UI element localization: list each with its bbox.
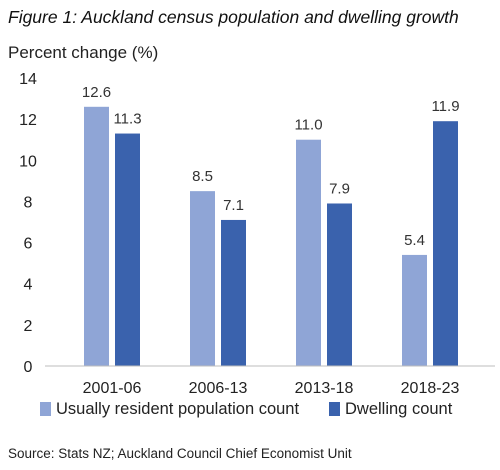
y-tick-label-3: 6: [24, 236, 33, 253]
data-label-2006-13-series-0: 8.5: [192, 168, 213, 185]
data-label-2001-06-series-0: 12.6: [82, 84, 111, 101]
bar-2018-23-series-0: [402, 254, 427, 366]
y-tick-label-0: 0: [24, 359, 33, 376]
x-tick-label-1: 2006-13: [189, 380, 248, 397]
y-tick-label-5: 10: [19, 153, 37, 170]
y-tick-label-7: 14: [19, 71, 37, 88]
bar-2013-18-series-0: [296, 139, 321, 366]
bar-2001-06-series-0: [84, 106, 109, 367]
x-tick-label-3: 2018-23: [401, 380, 460, 397]
bar-2006-13-series-1: [221, 219, 246, 366]
y-axis-label: Percent change (%): [8, 43, 159, 62]
legend-label-0: Usually resident population count: [56, 400, 299, 418]
y-tick-label-6: 12: [19, 112, 37, 129]
y-tick-label-4: 8: [24, 194, 33, 211]
bar-2001-06-series-1: [115, 133, 140, 366]
y-tick-label-1: 2: [24, 318, 33, 335]
x-tick-label-0: 2001-06: [83, 380, 142, 397]
data-label-2001-06-series-1: 11.3: [113, 111, 141, 128]
legend-swatch-1: [329, 402, 340, 416]
x-tick-label-2: 2013-18: [295, 380, 354, 397]
source-note: Source: Stats NZ; Auckland Council Chief…: [8, 446, 352, 461]
data-label-2006-13-series-1: 7.1: [223, 197, 244, 214]
legend-label-1: Dwelling count: [345, 400, 453, 418]
chart-title: Figure 1: Auckland census population and…: [8, 7, 459, 27]
bar-2013-18-series-1: [327, 203, 352, 366]
bar-2018-23-series-1: [433, 121, 458, 366]
y-tick-label-2: 4: [24, 277, 33, 294]
data-label-2018-23-series-1: 11.9: [431, 98, 459, 115]
data-label-2018-23-series-0: 5.4: [404, 232, 425, 249]
legend-swatch-0: [40, 402, 51, 416]
bar-2006-13-series-0: [190, 191, 215, 366]
data-label-2013-18-series-0: 11.0: [294, 117, 322, 134]
data-label-2013-18-series-1: 7.9: [329, 180, 350, 197]
